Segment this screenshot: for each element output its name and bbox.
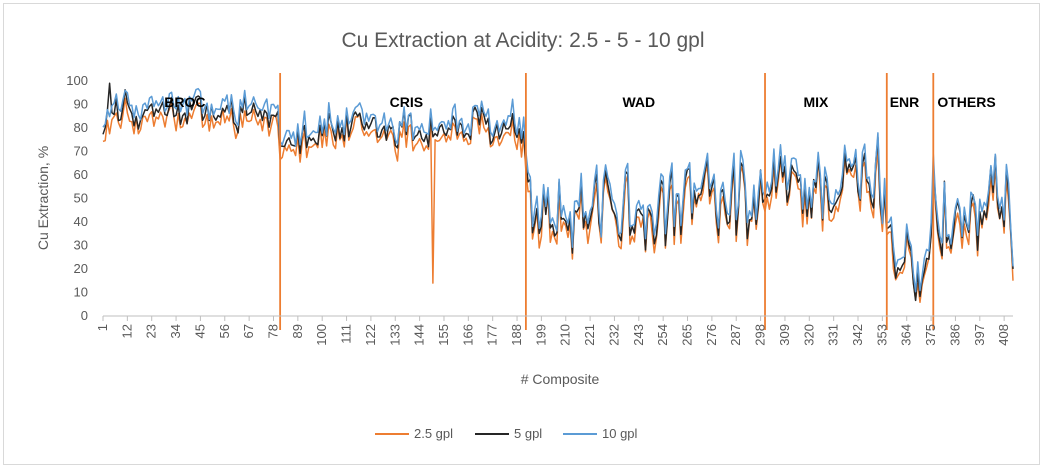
x-tick-label: 386 [947,324,962,346]
region-label: MIX [803,94,829,110]
x-axis-label: # Composite [521,371,600,387]
x-tick-label: 199 [533,324,548,346]
y-tick-label: 40 [74,214,88,229]
x-tick-label: 364 [899,324,914,346]
x-tick-label: 111 [339,324,354,344]
y-tick-label: 80 [74,120,88,135]
x-tick-label: 342 [850,324,865,346]
x-tick-label: 188 [509,324,524,346]
x-tick-label: 287 [728,324,743,346]
y-tick-label: 60 [74,167,88,182]
chart-title: Cu Extraction at Acidity: 2.5 - 5 - 10 g… [341,29,704,52]
legend-label: 2.5 gpl [414,426,453,441]
x-tick-label: 144 [412,324,427,346]
x-tick-label: 45 [192,324,207,338]
x-tick-label: 397 [972,324,987,346]
x-tick-label: 298 [753,324,768,346]
y-tick-label: 30 [74,238,88,253]
x-tick-label: 23 [144,324,159,338]
region-label: OTHERS [937,94,995,110]
y-tick-label: 70 [74,144,88,159]
legend-label: 5 gpl [514,426,542,441]
region-label: BROC [164,94,205,110]
x-tick-label: 1 [95,324,110,331]
x-tick-label: 309 [777,324,792,346]
series-line-10-gpl [102,87,1014,293]
x-tick-label: 56 [217,324,232,338]
x-tick-label: 155 [436,324,451,346]
y-tick-label: 50 [74,191,88,206]
y-tick-label: 20 [74,261,88,276]
x-tick-label: 100 [314,324,329,346]
x-tick-label: 232 [606,324,621,346]
x-tick-label: 243 [631,324,646,346]
region-label: CRIS [390,94,423,110]
x-tick-label: 177 [485,324,500,346]
chart-frame [3,3,1040,465]
x-tick-label: 254 [655,324,670,346]
x-tick-label: 408 [996,324,1011,346]
y-tick-label: 100 [66,73,88,88]
x-tick-label: 133 [387,324,402,346]
region-label: WAD [622,94,655,110]
x-tick-label: 34 [168,324,183,338]
x-tick-label: 12 [119,324,134,338]
legend-label: 10 gpl [602,426,638,441]
x-tick-label: 276 [704,324,719,346]
x-tick-label: 122 [363,324,378,346]
x-tick-label: 78 [265,324,280,338]
x-tick-label: 221 [582,324,597,346]
y-tick-label: 0 [81,308,88,323]
y-axis-label: Cu Extraction, % [35,146,51,250]
x-tick-label: 353 [874,324,889,346]
x-tick-label: 265 [680,324,695,346]
x-tick-label: 375 [923,324,938,346]
x-tick-label: 166 [460,324,475,346]
x-tick-label: 331 [826,324,841,346]
legend: 2.5 gpl 5 gpl 10 gpl [375,426,638,441]
x-tick-label: 320 [801,324,816,346]
y-tick-label: 90 [74,97,88,112]
x-tick-label: 89 [290,324,305,338]
y-tick-label: 10 [74,285,88,300]
region-label: ENR [890,94,920,110]
x-tick-label: 210 [558,324,573,346]
x-tick-label: 67 [241,324,256,338]
